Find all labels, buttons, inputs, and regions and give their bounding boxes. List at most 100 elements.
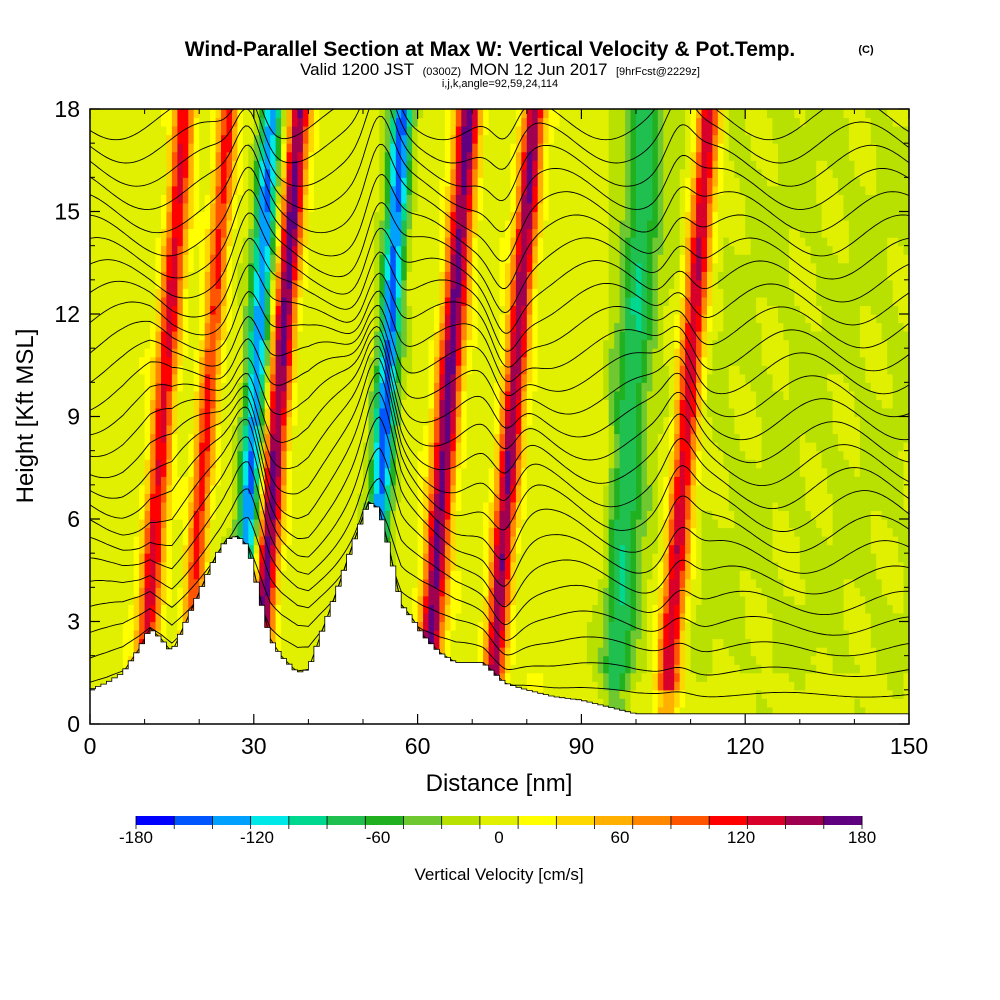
field-cell-4811 xyxy=(450,211,457,221)
field-cell-1357 xyxy=(188,194,195,204)
field-cell-2197 xyxy=(253,399,260,409)
field-cell-126 xyxy=(95,254,102,264)
field-cell-537 xyxy=(128,433,135,443)
field-cell-2653 xyxy=(286,194,293,204)
field-cell-2540 xyxy=(281,544,288,554)
field-cell-3116 xyxy=(324,544,331,554)
field-cell-1687 xyxy=(215,450,222,460)
field-cell-1768 xyxy=(221,373,228,383)
field-cell-711 xyxy=(139,177,146,187)
field-cell-1032 xyxy=(166,510,173,520)
field-cell-2208 xyxy=(253,305,260,315)
field-cell-2582 xyxy=(281,185,288,195)
field-cell-878 xyxy=(155,595,162,605)
field-cell-3311 xyxy=(335,109,342,119)
field-cell-697 xyxy=(139,296,146,306)
field-cell-3121 xyxy=(324,501,331,511)
field-cell-2639 xyxy=(286,314,293,324)
field-cell-1214 xyxy=(177,185,184,195)
field-cell-1710 xyxy=(215,254,222,264)
field-cell-372 xyxy=(117,613,124,623)
field-cell-4056 xyxy=(395,510,402,520)
field-cell-1791 xyxy=(221,177,228,187)
field-cell-1773 xyxy=(221,331,228,341)
field-cell-3012 xyxy=(313,203,320,213)
field-cell-4857 xyxy=(455,433,462,443)
field-cell-1167 xyxy=(177,587,184,597)
field-cell-2745 xyxy=(297,638,304,648)
field-cell-772 xyxy=(144,271,151,281)
field-cell-4527 xyxy=(428,177,435,187)
field-cell-2864 xyxy=(302,237,309,247)
field-cell-1176 xyxy=(177,510,184,520)
field-cell-2680 xyxy=(292,578,299,588)
field-cell-918 xyxy=(155,254,162,264)
field-cell-4640 xyxy=(439,442,446,452)
field-cell-3733 xyxy=(368,194,375,204)
field-cell-2584 xyxy=(281,168,288,178)
field-cell-3078 xyxy=(319,254,326,264)
field-cell-1285 xyxy=(182,194,189,204)
field-cell-3910 xyxy=(384,527,391,537)
field-cell-96 xyxy=(95,510,102,520)
field-cell-1330 xyxy=(188,425,195,435)
field-cell-135 xyxy=(95,177,102,187)
field-cell-1544 xyxy=(204,442,211,452)
field-cell-1126 xyxy=(171,322,178,332)
field-cell-2590 xyxy=(281,117,288,127)
field-cell-4619 xyxy=(439,621,446,631)
field-cell-1193 xyxy=(177,365,184,375)
field-cell-455 xyxy=(122,519,129,529)
field-cell-4906 xyxy=(461,630,468,640)
field-cell-953 xyxy=(161,570,168,580)
field-cell-3266 xyxy=(335,493,342,503)
field-cell-4048 xyxy=(395,578,402,588)
field-cell-2895 xyxy=(308,587,315,597)
field-cell-1136 xyxy=(171,237,178,247)
field-cell-4463 xyxy=(423,109,430,119)
field-cell-4451 xyxy=(423,211,430,221)
field-cell-4675 xyxy=(439,143,446,153)
field-cell-70 xyxy=(90,117,97,127)
field-cell-4725 xyxy=(444,331,451,341)
field-cell-3715 xyxy=(368,348,375,358)
field-cell-316 xyxy=(111,476,118,486)
field-cell-113 xyxy=(95,365,102,375)
field-cell-3283 xyxy=(335,348,342,358)
field-cell-1360 xyxy=(188,168,195,178)
field-cell-40 xyxy=(90,373,97,383)
field-cell-2393 xyxy=(270,570,277,580)
field-cell-2924 xyxy=(308,339,315,349)
field-cell-3710 xyxy=(368,390,375,400)
field-cell-2829 xyxy=(302,536,309,546)
field-cell-701 xyxy=(139,262,146,272)
field-cell-2006 xyxy=(237,185,244,195)
field-cell-4620 xyxy=(439,613,446,623)
field-cell-961 xyxy=(161,501,168,511)
field-cell-635 xyxy=(133,211,140,221)
field-cell-3795 xyxy=(373,279,380,289)
field-cell-2674 xyxy=(292,630,299,640)
field-cell-3037 xyxy=(319,604,326,614)
field-cell-4935 xyxy=(461,382,468,392)
field-cell-2619 xyxy=(286,484,293,494)
field-cell-2535 xyxy=(281,587,288,597)
field-cell-1277 xyxy=(182,262,189,272)
field-cell-4017 xyxy=(390,228,397,238)
field-cell-1278 xyxy=(182,254,189,264)
field-cell-112 xyxy=(95,373,102,383)
field-cell-1749 xyxy=(221,536,228,546)
field-cell-700 xyxy=(139,271,146,281)
field-cell-4934 xyxy=(461,390,468,400)
field-cell-2754 xyxy=(297,561,304,571)
field-cell-1310 xyxy=(188,595,195,605)
field-cell-4764 xyxy=(450,613,457,623)
field-cell-1637 xyxy=(210,262,217,272)
field-cell-1401 xyxy=(193,433,200,443)
field-cell-3054 xyxy=(319,459,326,469)
field-cell-2350 xyxy=(264,322,271,332)
field-cell-4063 xyxy=(395,450,402,460)
field-cell-3986 xyxy=(390,493,397,503)
field-cell-3987 xyxy=(390,484,397,494)
field-cell-4020 xyxy=(390,203,397,213)
